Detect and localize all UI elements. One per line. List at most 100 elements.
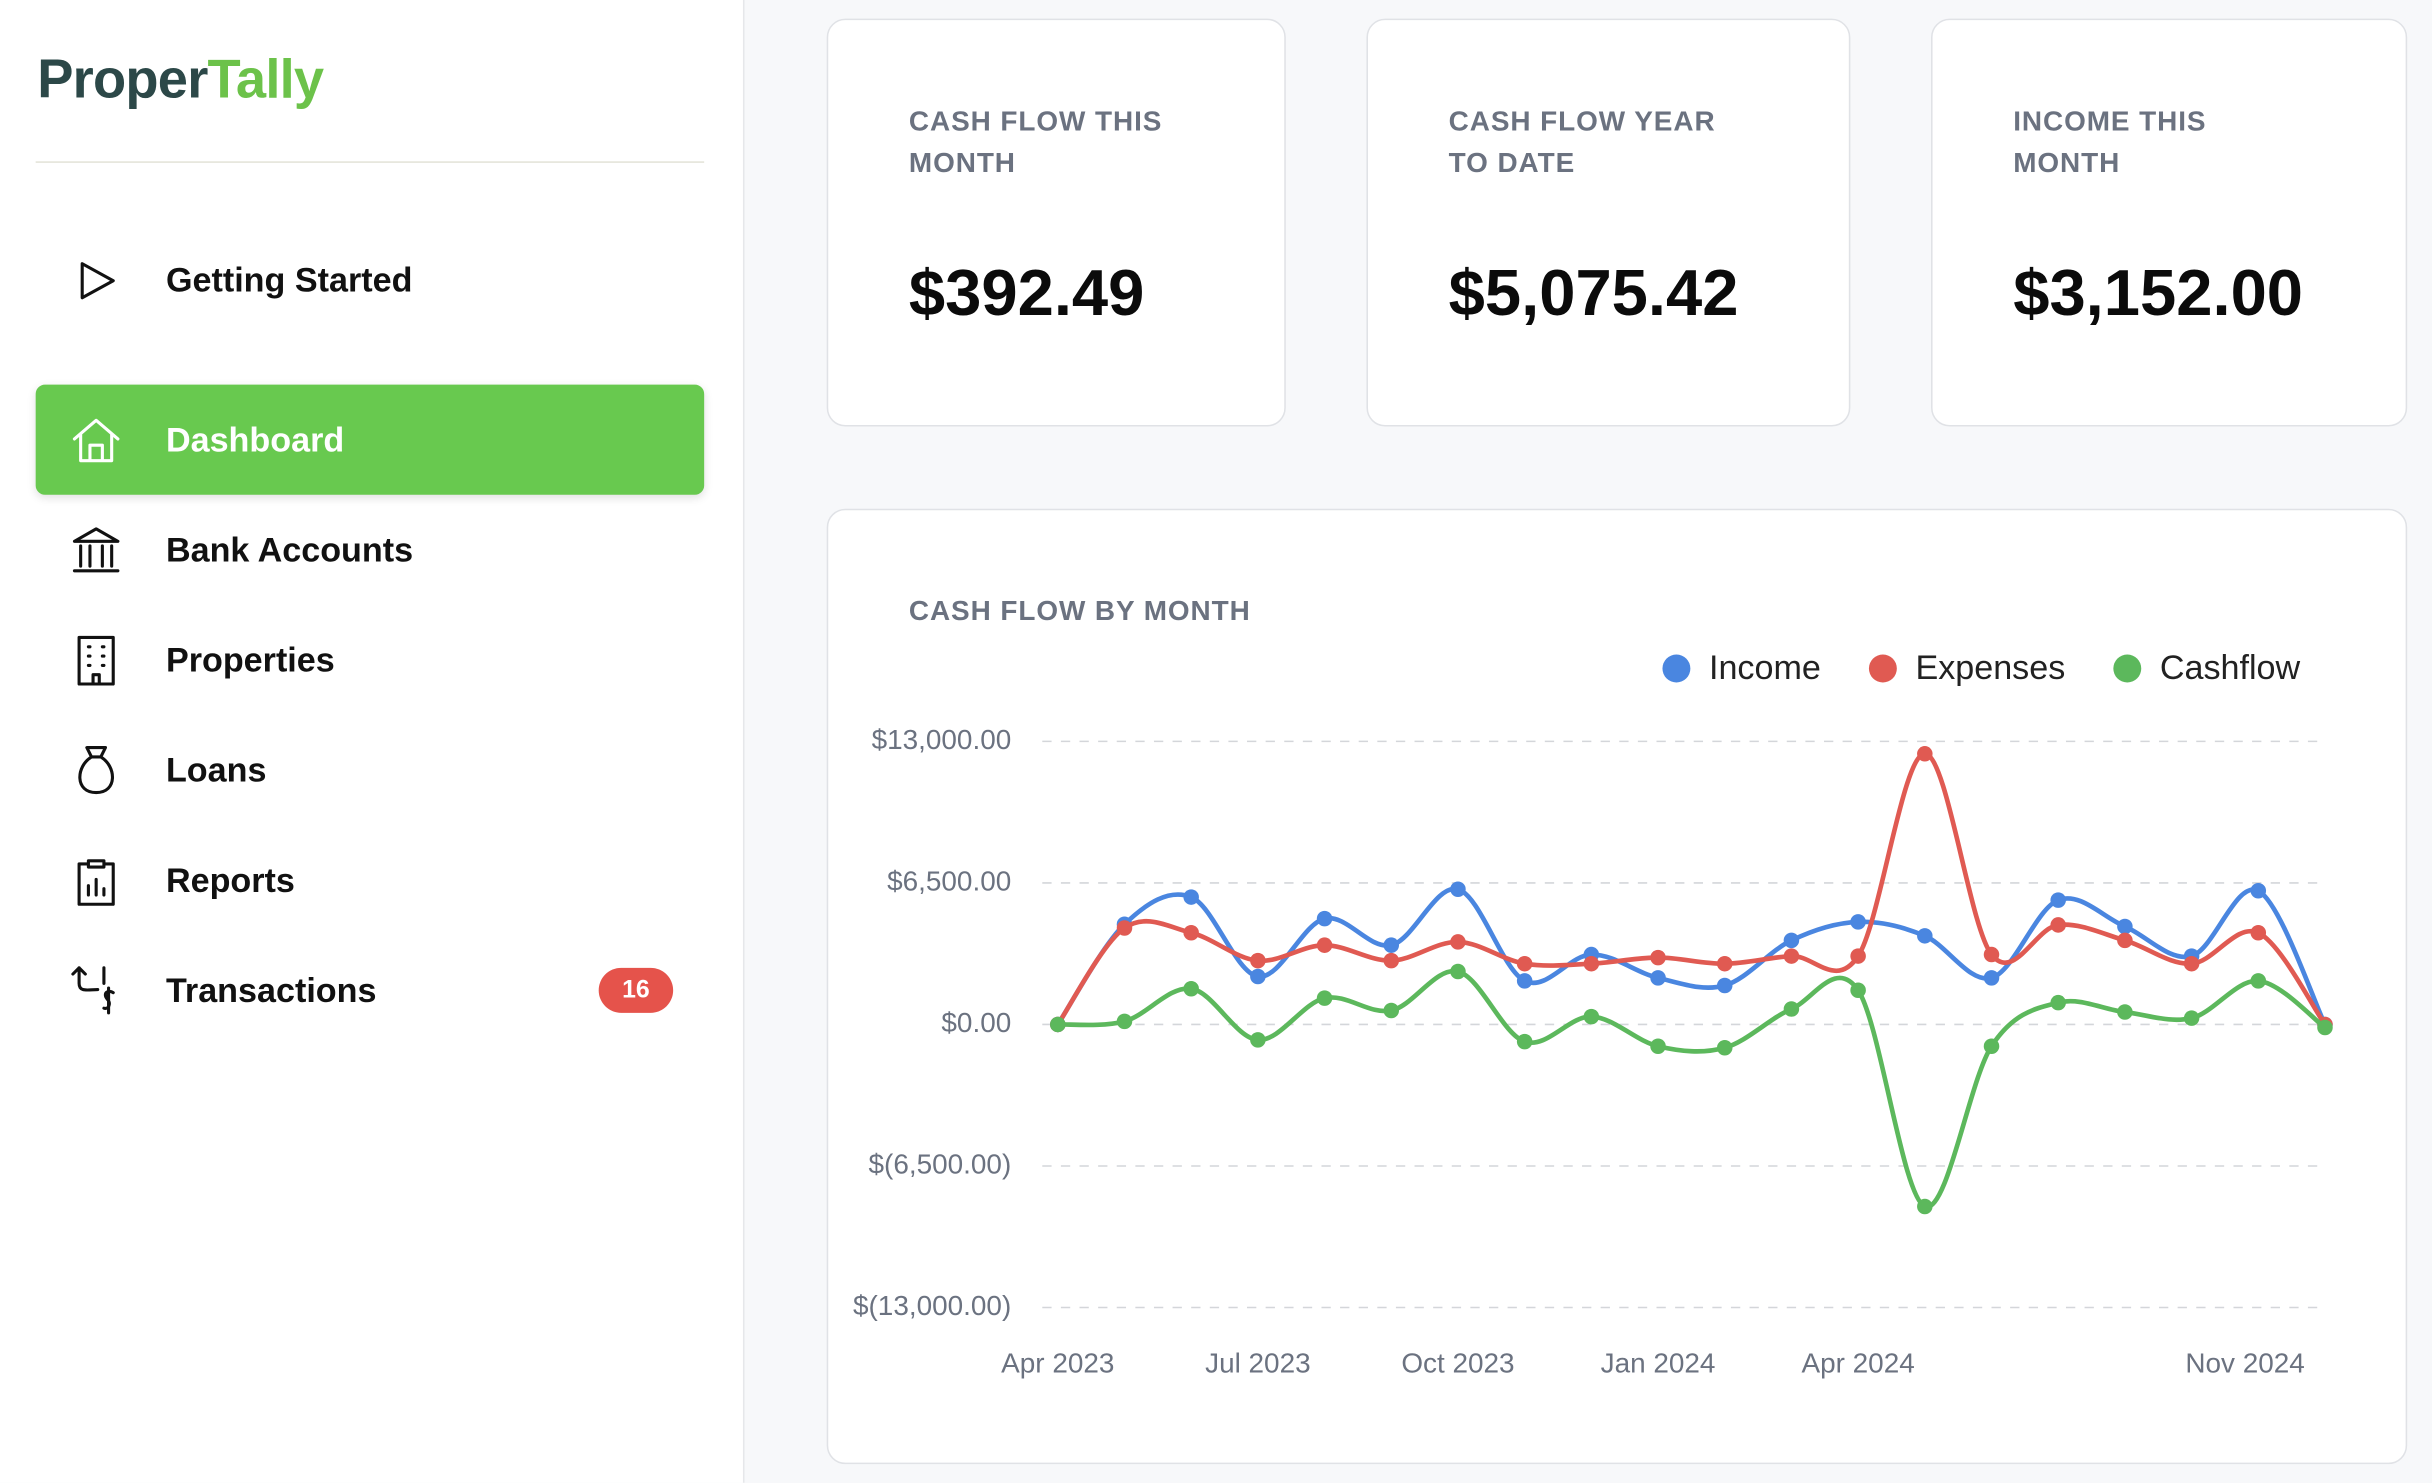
stat-value: $5,075.42	[1448, 255, 1739, 329]
x-tick-label: Jul 2023	[1205, 1347, 1311, 1378]
legend-swatch	[1662, 654, 1691, 683]
data-point	[2050, 917, 2066, 933]
data-point	[1050, 1016, 1066, 1033]
icon	[72, 418, 120, 463]
data-point	[1316, 910, 1333, 927]
data-point	[1183, 889, 1199, 905]
legend-swatch	[2113, 654, 2142, 683]
data-point	[2183, 955, 2200, 972]
data-point	[1716, 955, 1733, 972]
data-point	[1516, 1033, 1533, 1050]
data-point	[1850, 982, 1866, 999]
data-point	[2117, 1004, 2133, 1020]
nav-item[interactable]: Loans	[36, 715, 704, 825]
data-point	[2117, 932, 2133, 949]
series-line	[1055, 751, 2327, 1026]
legend-swatch	[1868, 654, 1897, 683]
nav-item[interactable]: Dashboard	[35, 384, 705, 495]
data-point	[1250, 1032, 1266, 1048]
y-tick-label: $(13,000.00)	[853, 1290, 1011, 1321]
data-point	[2250, 973, 2267, 989]
data-point	[1383, 937, 1400, 953]
data-point	[2183, 1010, 2200, 1026]
data-point	[1583, 1008, 1600, 1025]
stat-label: CASH FLOW YEAR TO DATE	[1448, 105, 1716, 179]
data-point	[1783, 948, 1800, 964]
series-line	[1057, 968, 2327, 1209]
nav-label: Transactions	[165, 970, 377, 1010]
logo-part: Proper	[37, 49, 208, 111]
icon	[78, 746, 114, 795]
divider	[35, 161, 705, 163]
y-tick-label: $6,500.00	[887, 865, 1011, 896]
data-point	[1183, 980, 1199, 997]
y-tick-label: $0.00	[941, 1007, 1011, 1038]
logo-part: Tally	[207, 49, 325, 111]
nav-label: Bank Accounts	[165, 530, 414, 570]
nav-item[interactable]: Transactions 16	[36, 935, 704, 1045]
stat-card: INCOME THIS MONTH $3,152.00	[1931, 18, 2408, 427]
data-point	[1983, 1038, 2000, 1054]
nav-label: Getting Started	[165, 260, 413, 300]
data-point	[1783, 1001, 1800, 1017]
chart-card	[826, 508, 2408, 1465]
icon	[77, 635, 115, 686]
data-point	[1516, 973, 1533, 989]
x-tick-label: Apr 2023	[1001, 1347, 1114, 1378]
legend-label: Expenses	[1915, 649, 2065, 687]
stat-card: CASH FLOW YEAR TO DATE $5,075.42	[1366, 18, 1851, 427]
stat-card: CASH FLOW THIS MONTH $392.49	[826, 18, 1286, 427]
data-point	[1516, 955, 1533, 972]
nav-item[interactable]: Properties	[36, 605, 704, 715]
stat-label: CASH FLOW THIS MONTH	[908, 105, 1163, 179]
icon	[71, 966, 115, 1015]
data-point	[2250, 925, 2267, 941]
data-point	[1116, 920, 1133, 936]
data-point	[1917, 746, 1933, 762]
data-point	[1716, 1039, 1733, 1056]
data-point	[1850, 948, 1866, 964]
icon	[77, 859, 115, 906]
data-point	[1383, 952, 1400, 969]
icon	[80, 262, 115, 300]
x-tick-label: Apr 2024	[1801, 1347, 1914, 1378]
badge: 16	[598, 967, 674, 1013]
data-point	[1650, 949, 1666, 966]
data-point	[1116, 1013, 1133, 1030]
data-point	[1716, 977, 1733, 994]
data-point	[1650, 970, 1666, 986]
data-point	[1850, 914, 1866, 930]
nav-label: Reports	[165, 860, 295, 900]
data-point	[1250, 952, 1266, 969]
x-tick-label: Jan 2024	[1601, 1347, 1716, 1378]
data-point	[1250, 968, 1266, 985]
nav-label: Properties	[165, 640, 335, 680]
data-point	[2250, 883, 2267, 899]
data-point	[2317, 1019, 2333, 1036]
nav-label: Loans	[165, 750, 267, 790]
data-point	[1650, 1038, 1666, 1054]
stat-label: INCOME THIS MONTH	[2013, 105, 2207, 179]
legend-label: Income	[1709, 649, 1821, 687]
nav-item[interactable]: Reports	[36, 825, 704, 935]
data-point	[2050, 892, 2066, 908]
data-point	[1450, 881, 1466, 897]
data-point	[1983, 946, 2000, 963]
stat-value: $392.49	[908, 255, 1145, 329]
data-point	[1316, 937, 1333, 953]
stat-value: $3,152.00	[2013, 255, 2304, 329]
legend-label: Cashflow	[2160, 649, 2301, 687]
nav-item[interactable]: Getting Started	[36, 225, 704, 335]
x-tick-label: Oct 2023	[1401, 1347, 1514, 1378]
sidebar: ProperTally Getting Started Dashboard Ba…	[0, 0, 745, 1483]
y-tick-label: $(6,500.00)	[869, 1148, 1012, 1179]
nav-item[interactable]: Bank Accounts	[36, 495, 704, 605]
data-point	[1583, 955, 1600, 972]
data-point	[1917, 1198, 1933, 1215]
nav-label: Dashboard	[165, 420, 345, 460]
logo[interactable]: ProperTally	[37, 49, 325, 112]
data-point	[1917, 928, 1933, 944]
data-point	[1316, 990, 1333, 1006]
